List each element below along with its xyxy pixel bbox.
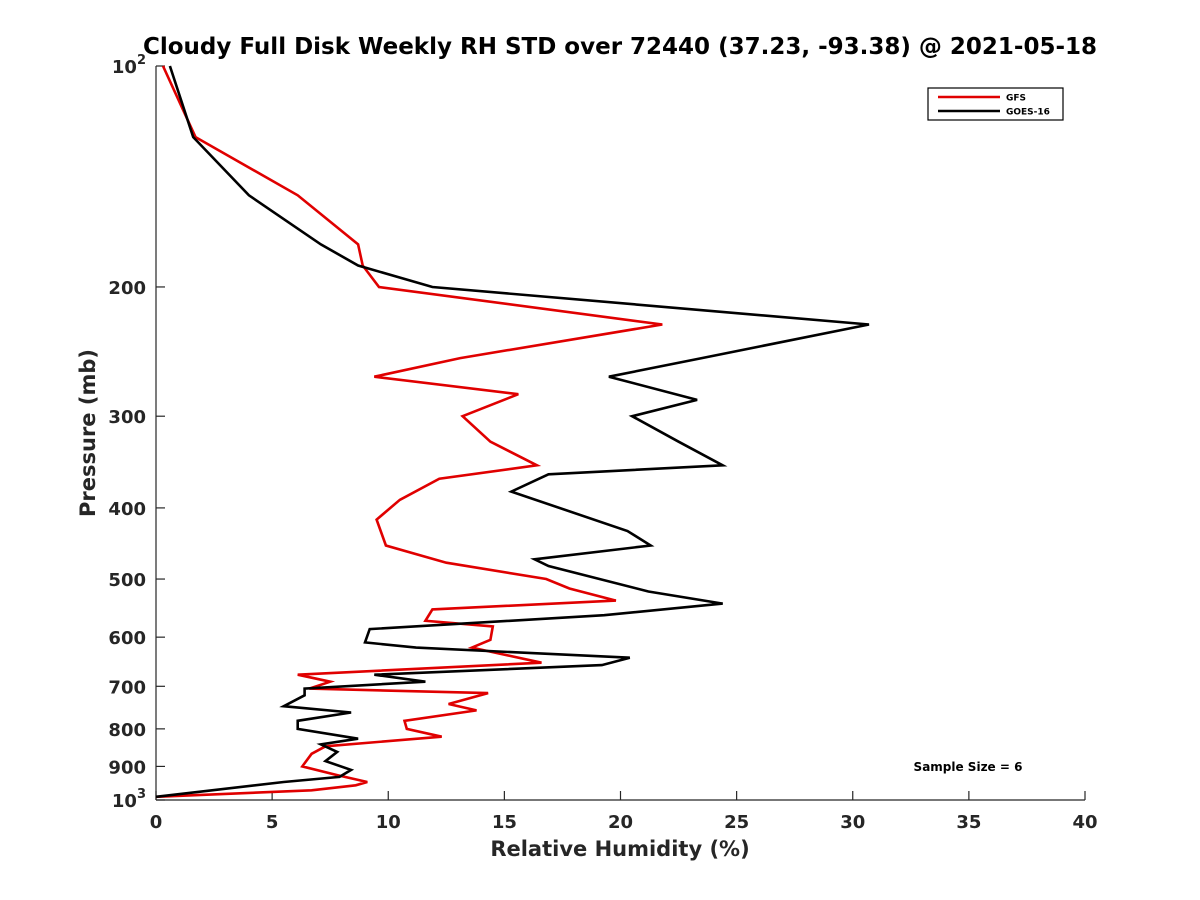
y-tick-label: 800 [108, 720, 146, 741]
sample-size-annotation: Sample Size = 6 [914, 760, 1023, 774]
y-tick-label: 400 [108, 499, 146, 520]
y-tick-label: 900 [108, 757, 146, 778]
chart-title: Cloudy Full Disk Weekly RH STD over 7244… [143, 34, 1097, 60]
x-tick-label: 40 [1072, 812, 1097, 833]
y-tick-label: 103 [112, 787, 146, 812]
plot-area: 0 5 10 15 20 25 30 35 40 102 200 300 400 500 600 700 800… [108, 53, 1097, 833]
x-tick-label: 25 [724, 812, 749, 833]
x-axis-label: Relative Humidity (%) [490, 837, 749, 861]
y-tick-label: 200 [108, 278, 146, 299]
x-tick-label: 20 [608, 812, 633, 833]
y-tick-label: 600 [108, 628, 146, 649]
legend-label: GOES-16 [1006, 108, 1050, 118]
x-tick-label: 0 [150, 812, 163, 833]
y-tick-label: 300 [108, 407, 146, 428]
series-line-goes-16 [155, 65, 870, 799]
legend: GFS GOES-16 [927, 87, 1064, 121]
y-tick-label: 500 [108, 570, 146, 591]
x-tick-label: 10 [376, 812, 401, 833]
x-tick-label: 30 [840, 812, 865, 833]
series-line-gfs [155, 65, 663, 799]
x-tick-label: 35 [956, 812, 981, 833]
legend-label: GFS [1006, 94, 1026, 104]
x-tick-label: 15 [492, 812, 517, 833]
x-tick-label: 5 [266, 812, 279, 833]
y-tick-label: 700 [108, 677, 146, 698]
y-axis-label: Pressure (mb) [76, 349, 100, 517]
legend-box [927, 87, 1064, 121]
y-tick-label: 102 [112, 53, 146, 78]
